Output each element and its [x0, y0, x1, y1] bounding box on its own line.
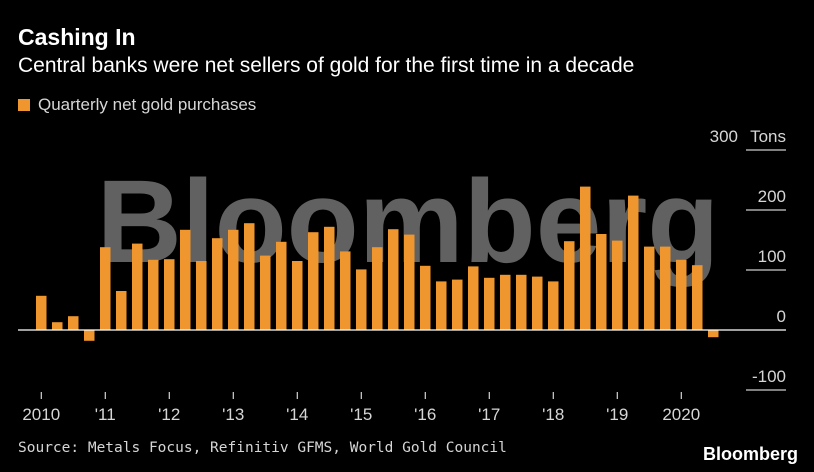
bar	[516, 274, 527, 330]
bar	[260, 255, 271, 330]
bar	[196, 261, 207, 330]
bar	[84, 330, 95, 341]
bar	[292, 261, 303, 330]
x-tick-label: '13	[222, 405, 244, 424]
bar	[340, 251, 351, 330]
brand-logo: Bloomberg	[702, 444, 798, 464]
bar	[708, 330, 719, 338]
bar	[500, 274, 511, 330]
x-tick-label: '11	[95, 405, 116, 424]
bar	[596, 234, 607, 330]
bar	[676, 259, 687, 330]
source-note: Source: Metals Focus, Refinitiv GFMS, Wo…	[18, 440, 507, 456]
y-unit-label: Tons	[750, 127, 786, 146]
y-tick-label: 0	[777, 307, 786, 326]
legend-swatch	[18, 99, 30, 111]
chart-subtitle: Central banks were net sellers of gold f…	[18, 54, 635, 77]
legend-label: Quarterly net gold purchases	[38, 95, 257, 114]
x-tick-label: '18	[542, 405, 564, 424]
bar	[484, 277, 495, 330]
bars	[36, 186, 719, 341]
bar	[532, 276, 543, 330]
bar	[100, 247, 111, 330]
y-tick-label: 100	[758, 247, 786, 266]
bar	[564, 241, 575, 330]
bar	[244, 223, 255, 330]
bar	[404, 234, 415, 330]
bar	[68, 316, 79, 330]
x-tick-label: '16	[414, 405, 436, 424]
bar	[164, 259, 175, 330]
x-tick-label: '15	[350, 405, 372, 424]
chart-title: Cashing In	[18, 24, 136, 50]
bar	[116, 291, 127, 330]
bar	[228, 229, 239, 330]
bar	[644, 246, 655, 330]
bar	[324, 226, 335, 330]
legend: Quarterly net gold purchases	[18, 95, 256, 115]
bar	[388, 229, 399, 330]
x-tick-label: '17	[478, 405, 500, 424]
bar	[452, 279, 463, 330]
bar	[356, 269, 367, 330]
bar	[36, 295, 47, 330]
bar	[308, 232, 319, 330]
bar	[276, 241, 287, 330]
bar	[372, 247, 383, 330]
bar	[660, 246, 671, 330]
axes: -100 0 100 200 300 Tons 2010 '11 '12 '13 '14 '15 '16…	[18, 127, 786, 424]
bar	[548, 281, 559, 330]
bar	[612, 240, 623, 330]
y-tick-label: -100	[752, 367, 786, 386]
x-tick-label: 2010	[22, 405, 60, 424]
bar	[212, 238, 223, 330]
y-tick-label: 200	[758, 187, 786, 206]
bar	[436, 281, 447, 330]
bar	[692, 265, 703, 330]
bar	[180, 229, 191, 330]
x-tick-label: '14	[286, 405, 308, 424]
x-tick-label: '19	[606, 405, 628, 424]
x-tick-label: 2020	[662, 405, 700, 424]
bar	[132, 243, 143, 330]
bar	[468, 266, 479, 330]
y-tick-label: 300	[710, 127, 738, 146]
bar	[628, 195, 639, 330]
bar	[420, 265, 431, 330]
bar	[580, 186, 591, 330]
x-tick-label: '12	[158, 405, 180, 424]
bar	[52, 322, 63, 330]
gridlines	[746, 149, 786, 391]
bar	[148, 259, 159, 330]
